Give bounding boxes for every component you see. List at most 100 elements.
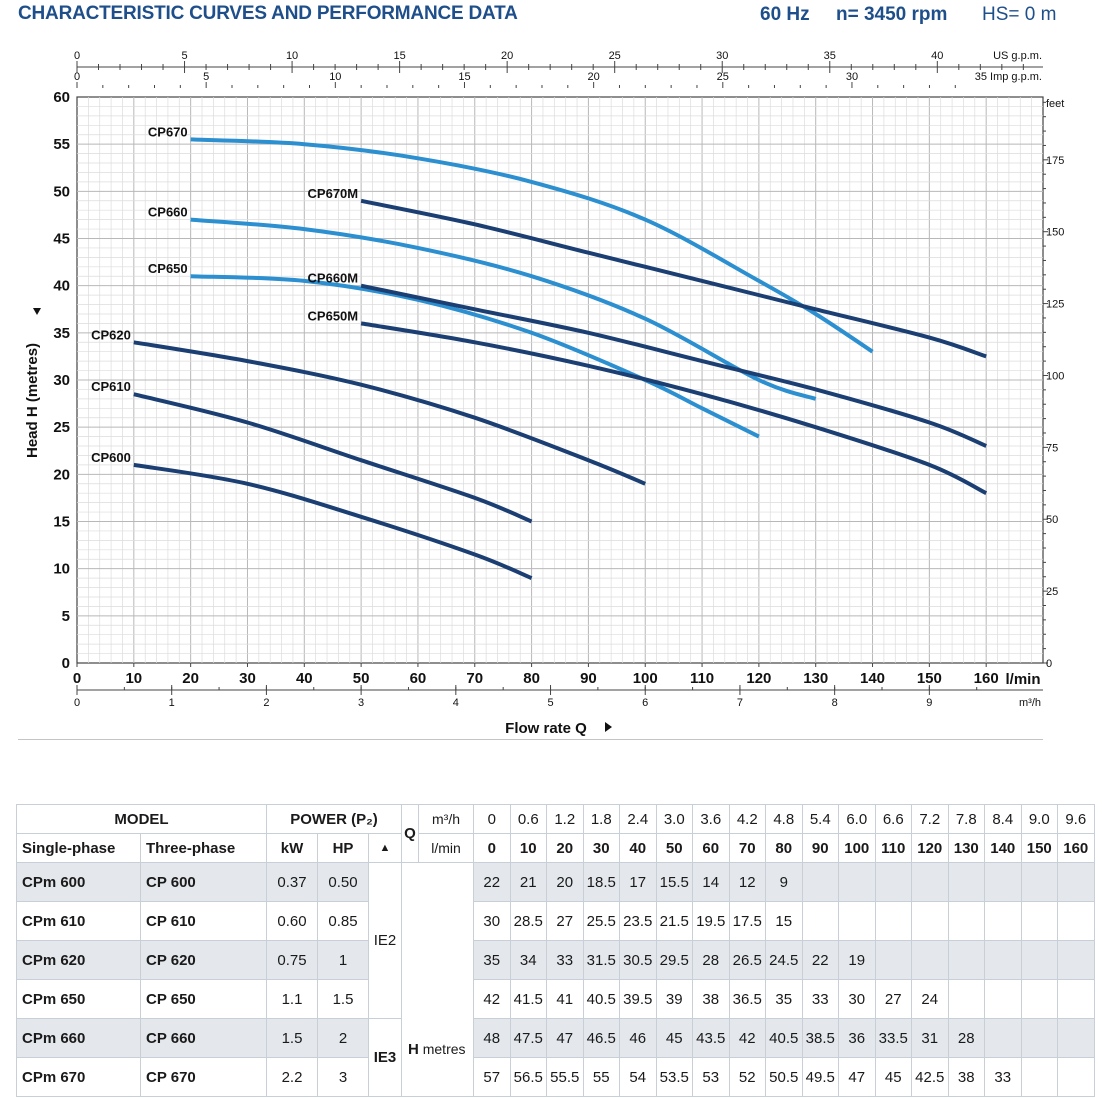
m3h-tick-label: 4 bbox=[453, 697, 459, 709]
y-tick-label: 40 bbox=[53, 278, 70, 295]
model-three-phase: CP 620 bbox=[140, 940, 267, 980]
model-single-phase: CPm 650 bbox=[16, 979, 141, 1019]
head-value: 46 bbox=[619, 1018, 657, 1058]
imp-gpm-tick-label: 25 bbox=[717, 71, 729, 83]
model-three-phase: CP 650 bbox=[140, 979, 267, 1019]
power-kw: 1.5 bbox=[266, 1018, 318, 1058]
lmin-value: 50 bbox=[655, 833, 693, 863]
curve-cp620 bbox=[133, 340, 646, 486]
model-single-phase: CPm 620 bbox=[16, 940, 141, 980]
feet-tick-label: 125 bbox=[1046, 299, 1064, 311]
head-value: 42 bbox=[473, 979, 511, 1019]
lmin-value: 140 bbox=[984, 833, 1022, 863]
y-axis-arrow-icon bbox=[33, 308, 41, 315]
feet-tick-label: 100 bbox=[1046, 370, 1064, 382]
x-tick-label: 0 bbox=[73, 670, 81, 687]
lmin-value: 40 bbox=[619, 833, 657, 863]
head-value: 36.5 bbox=[728, 979, 766, 1019]
m3h-tick-label: 1 bbox=[169, 697, 175, 709]
y-tick-label: 15 bbox=[53, 514, 70, 531]
head-value: 21 bbox=[509, 862, 547, 902]
head-value bbox=[911, 862, 949, 902]
x-tick-label: 120 bbox=[746, 670, 771, 687]
head-value bbox=[1057, 901, 1095, 941]
head-value: 41 bbox=[546, 979, 584, 1019]
m3h-tick-label: 8 bbox=[832, 697, 838, 709]
lmin-value: 110 bbox=[874, 833, 912, 863]
head-value: 30 bbox=[838, 979, 876, 1019]
m3h-value: 3.6 bbox=[692, 804, 730, 834]
h-symbol: H bbox=[408, 1041, 419, 1058]
m3h-tick-label: 3 bbox=[358, 697, 364, 709]
head-value bbox=[838, 901, 876, 941]
suction-head-label: HS= 0 m bbox=[982, 4, 1057, 25]
imp-gpm-unit: 35 Imp g.p.m. bbox=[975, 71, 1042, 83]
header: CHARACTERISTIC CURVES AND PERFORMANCE DA… bbox=[0, 0, 1102, 34]
imp-gpm-tick-label: 20 bbox=[588, 71, 600, 83]
m3h-tick-label: 0 bbox=[74, 697, 80, 709]
m3h-value: 4.8 bbox=[765, 804, 803, 834]
m3h-value: 6.6 bbox=[874, 804, 912, 834]
head-value: 55.5 bbox=[546, 1057, 584, 1097]
y-tick-label: 10 bbox=[53, 561, 70, 578]
model-single-phase: CPm 610 bbox=[16, 901, 141, 941]
us-gpm-tick-label: 25 bbox=[609, 50, 621, 62]
head-value: 45 bbox=[655, 1018, 693, 1058]
us-gpm-tick-label: 20 bbox=[501, 50, 513, 62]
x-tick-label: 60 bbox=[410, 670, 427, 687]
curve-cp670m bbox=[360, 198, 987, 359]
us-gpm-tick-label: 5 bbox=[181, 50, 187, 62]
x-unit-lmin: l/min bbox=[1005, 671, 1040, 688]
head-value: 12 bbox=[728, 862, 766, 902]
power-kw: 0.75 bbox=[266, 940, 318, 980]
head-value bbox=[1057, 940, 1095, 980]
head-value: 34 bbox=[509, 940, 547, 980]
head-value: 29.5 bbox=[655, 940, 693, 980]
head-value: 30 bbox=[473, 901, 511, 941]
m3h-value: 0 bbox=[473, 804, 511, 834]
feet-tick-label: 25 bbox=[1046, 586, 1058, 598]
efficiency-class-ie3: IE3 bbox=[368, 1018, 402, 1097]
m3h-value: 6.0 bbox=[838, 804, 876, 834]
head-value bbox=[947, 979, 985, 1019]
m3h-tick-label: 7 bbox=[737, 697, 743, 709]
q-unit-m3h: m³/h bbox=[418, 804, 474, 834]
head-value bbox=[1020, 979, 1058, 1019]
model-single-phase: CPm 660 bbox=[16, 1018, 141, 1058]
power-hp: 1.5 bbox=[317, 979, 369, 1019]
lmin-value: 0 bbox=[473, 833, 511, 863]
head-value: 31.5 bbox=[582, 940, 620, 980]
head-value: 43.5 bbox=[692, 1018, 730, 1058]
power-hp: 1 bbox=[317, 940, 369, 980]
curve-label-cp670m: CP670M bbox=[308, 186, 359, 201]
y-tick-label: 35 bbox=[53, 325, 70, 342]
feet-tick-label: 150 bbox=[1046, 227, 1064, 239]
head-value bbox=[984, 940, 1022, 980]
curve-label-cp600: CP600 bbox=[91, 450, 131, 465]
head-value: 41.5 bbox=[509, 979, 547, 1019]
head-value bbox=[874, 862, 912, 902]
head-value bbox=[1057, 1018, 1095, 1058]
m3h-value: 9.0 bbox=[1020, 804, 1058, 834]
head-value: 25.5 bbox=[582, 901, 620, 941]
head-value: 47 bbox=[838, 1057, 876, 1097]
m3h-value: 7.2 bbox=[911, 804, 949, 834]
y-tick-label: 25 bbox=[53, 419, 70, 436]
head-value: 19 bbox=[838, 940, 876, 980]
m3h-value: 1.2 bbox=[546, 804, 584, 834]
q-symbol: Q bbox=[401, 804, 419, 863]
y-axis-title: Head H (metres) bbox=[24, 343, 41, 458]
m3h-value: 0.6 bbox=[509, 804, 547, 834]
head-value: 56.5 bbox=[509, 1057, 547, 1097]
head-value: 14 bbox=[692, 862, 730, 902]
model-three-phase: CP 610 bbox=[140, 901, 267, 941]
feet-tick-label: 50 bbox=[1046, 514, 1058, 526]
m3h-value: 7.8 bbox=[947, 804, 985, 834]
head-value bbox=[984, 901, 1022, 941]
x-tick-label: 80 bbox=[523, 670, 540, 687]
head-value bbox=[911, 940, 949, 980]
model-single-phase: CPm 600 bbox=[16, 862, 141, 902]
lmin-value: 60 bbox=[692, 833, 730, 863]
head-value: 46.5 bbox=[582, 1018, 620, 1058]
